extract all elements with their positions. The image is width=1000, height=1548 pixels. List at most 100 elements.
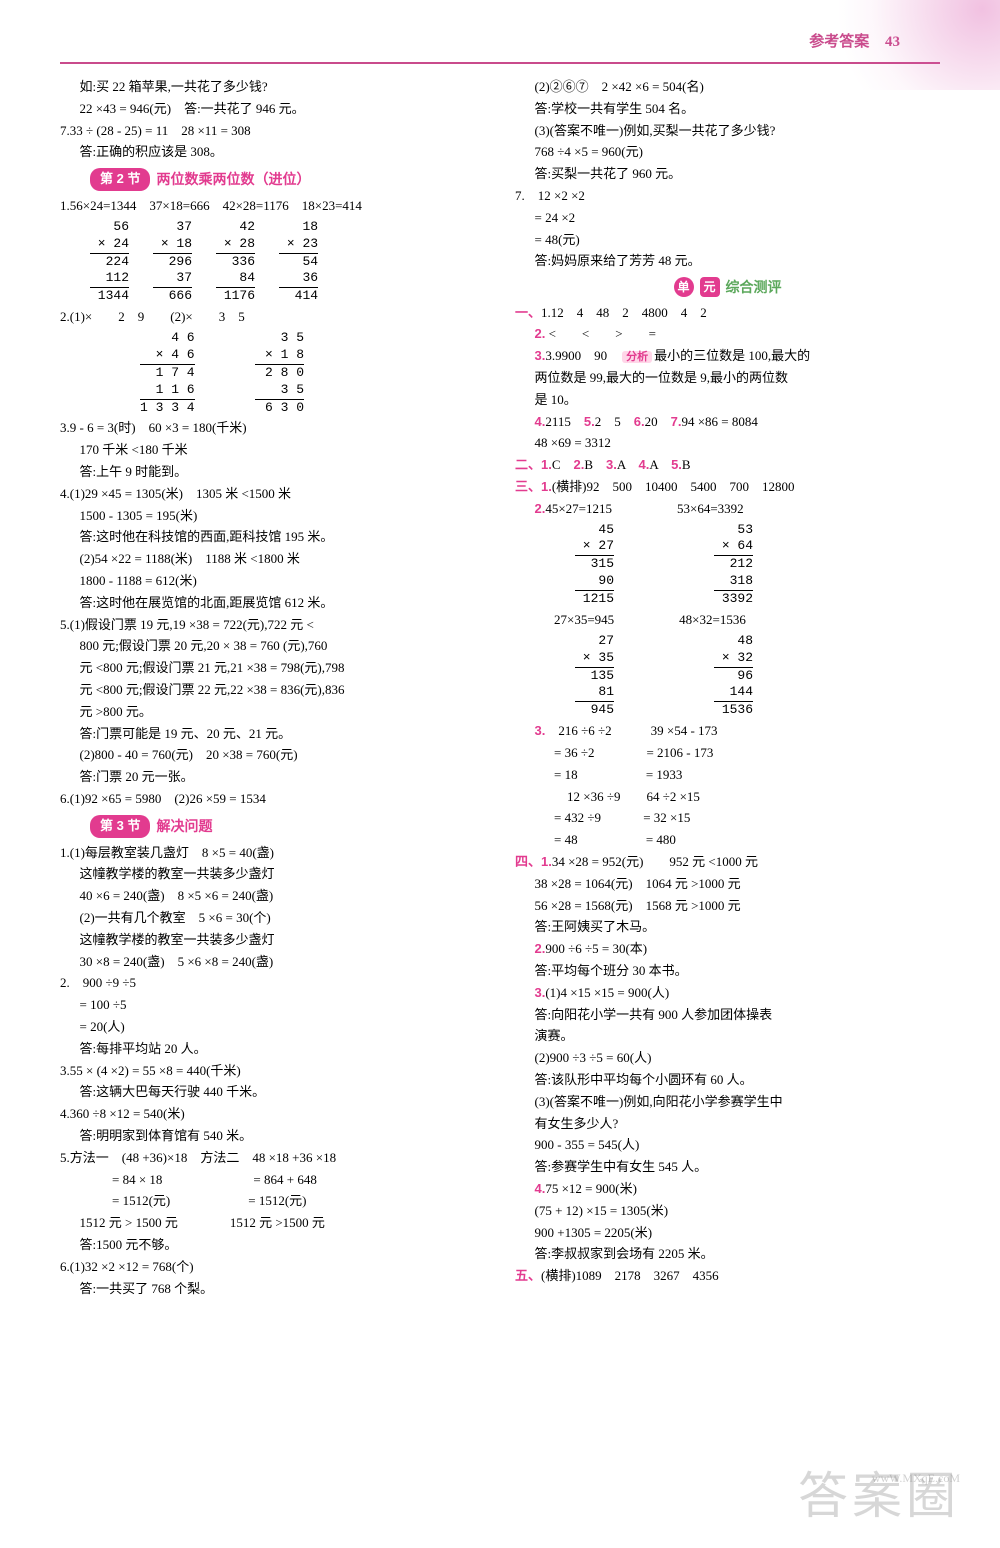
text: 答:一共买了 768 个梨。: [60, 1279, 485, 1300]
text: 答:这时他在展览馆的北面,距展览馆 612 米。: [60, 593, 485, 614]
text: 答:学校一共有学生 504 名。: [515, 99, 940, 120]
text: = 1512(元) = 1512(元): [60, 1191, 485, 1212]
text: 170 千米 <180 千米: [60, 440, 485, 461]
header-rule: [60, 62, 940, 64]
text: 48 ×69 = 3312: [515, 433, 940, 454]
vmult: 4 6 × 4 6 1 7 4 1 1 61 3 3 4: [140, 330, 195, 416]
text: (2)900 ÷3 ÷5 = 60(人): [515, 1048, 940, 1069]
unit-header: 单 元 综合测评: [515, 276, 940, 298]
text: 三、1.(横排)92 500 10400 5400 700 12800: [515, 477, 940, 498]
text: 答:李叔叔家到会场有 2205 米。: [515, 1244, 940, 1265]
text: = 20(人): [60, 1017, 485, 1038]
unit-badge-icon: 元: [700, 277, 720, 297]
header-decoration: [820, 0, 1000, 90]
text: 元 >800 元。: [60, 702, 485, 723]
vmult: 27 × 35 135 81 945: [575, 633, 614, 719]
text: 3.55 × (4 ×2) = 55 ×8 = 440(千米): [60, 1061, 485, 1082]
text: 答:每排平均站 20 人。: [60, 1039, 485, 1060]
text: 56 ×28 = 1568(元) 1568 元 >1000 元: [515, 896, 940, 917]
text: 768 ÷4 ×5 = 960(元): [515, 142, 940, 163]
vmult: 3 5 × 1 8 2 8 0 3 5 6 3 0: [255, 330, 304, 416]
text: 3.(1)4 ×15 ×15 = 900(人): [515, 983, 940, 1004]
text: 2.900 ÷6 ÷5 = 30(本): [515, 939, 940, 960]
text: 答:这时他在科技馆的西面,距科技馆 195 米。: [60, 527, 485, 548]
text: 答:平均每个班分 30 本书。: [515, 961, 940, 982]
text: (3)(答案不唯一)例如,买梨一共花了多少钱?: [515, 121, 940, 142]
analysis-badge: 分析: [622, 351, 652, 363]
vmult: 18 × 23 54 36 414: [279, 219, 318, 305]
text: 4.(1)29 ×45 = 1305(米) 1305 米 <1500 米: [60, 484, 485, 505]
text: 两位数是 99,最大的一位数是 9,最小的两位数: [515, 368, 940, 389]
text: = 100 ÷5: [60, 995, 485, 1016]
text: 一、一、1.12 4 48 2 4800 4 21.12 4 48 2 4800…: [515, 303, 940, 324]
text: 3.9 - 6 = 3(时) 60 ×3 = 180(千米): [60, 418, 485, 439]
left-column: 如:买 22 箱苹果,一共花了多少钱? 22 ×43 = 946(元) 答:一共…: [60, 76, 485, 1300]
text: 答:门票可能是 19 元、20 元、21 元。: [60, 724, 485, 745]
text: 3. 216 ÷6 ÷2 39 ×54 - 173: [515, 721, 940, 742]
vertical-mult-row: 4 6 × 4 6 1 7 4 1 1 61 3 3 4 3 5 × 1 8 2…: [140, 330, 485, 416]
vmult: 42 × 28 336 84 1176: [216, 219, 255, 305]
text: 答:参赛学生中有女生 545 人。: [515, 1157, 940, 1178]
text: = 24 ×2: [515, 208, 940, 229]
text: 22 ×43 = 946(元) 答:一共花了 946 元。: [60, 99, 485, 120]
section-title: 两位数乘两位数（进位）: [156, 168, 310, 190]
text: (2)54 ×22 = 1188(米) 1188 米 <1800 米: [60, 549, 485, 570]
text: 1.56×24=1344 37×18=666 42×28=1176 18×23=…: [60, 196, 485, 217]
text: 1512 元 > 1500 元 1512 元 >1500 元: [60, 1213, 485, 1234]
text: (3)(答案不唯一)例如,向阳花小学参赛学生中: [515, 1092, 940, 1113]
text: 2.45×27=1215 53×64=3392: [515, 499, 940, 520]
text: 如:买 22 箱苹果,一共花了多少钱?: [60, 77, 485, 98]
text: (2)一共有几个教室 5 ×6 = 30(个): [60, 908, 485, 929]
text: 6.(1)92 ×65 = 5980 (2)26 ×59 = 1534: [60, 789, 485, 810]
section-badge: 第 2 节: [90, 168, 150, 191]
text: 3.9900 90: [545, 348, 620, 363]
section-badge: 第 3 节: [90, 815, 150, 838]
text: = 36 ÷2 = 2106 - 173: [515, 743, 940, 764]
text: 7.33 ÷ (28 - 25) = 11 28 ×11 = 308: [60, 121, 485, 142]
text: 1800 - 1188 = 612(米): [60, 571, 485, 592]
text: 答:门票 20 元一张。: [60, 767, 485, 788]
text: 答:这辆大巴每天行驶 440 千米。: [60, 1082, 485, 1103]
text: 800 元;假设门票 20 元,20 × 38 = 760 (元),760: [60, 636, 485, 657]
text: 二、1.C 2.B 3.A 4.A 5.B: [515, 455, 940, 476]
text: 38 ×28 = 1064(元) 1064 元 >1000 元: [515, 874, 940, 895]
right-column: (2)②⑥⑦ 2 ×42 ×6 = 504(名) 答:学校一共有学生 504 名…: [515, 76, 940, 1300]
text: 答:该队形中平均每个小圆环有 60 人。: [515, 1070, 940, 1091]
text: (2)800 - 40 = 760(元) 20 ×38 = 760(元): [60, 745, 485, 766]
text: 2. 900 ÷9 ÷5: [60, 973, 485, 994]
text: 有女生多少人?: [515, 1114, 940, 1135]
text: 答:妈妈原来给了芳芳 48 元。: [515, 251, 940, 272]
vertical-mult-row: 45 × 27 315 90 1215 53 × 64 212 318 3392: [575, 522, 940, 608]
text: 元 <800 元;假设门票 21 元,21 ×38 = 798(元),798: [60, 658, 485, 679]
text: (75 + 12) ×15 = 1305(米): [515, 1201, 940, 1222]
unit-title: 综合测评: [726, 276, 782, 298]
text: = 48(元): [515, 230, 940, 251]
vmult: 53 × 64 212 318 3392: [714, 522, 753, 608]
text: = 18 = 1933: [515, 765, 940, 786]
text: 40 ×6 = 240(盏) 8 ×5 ×6 = 240(盏): [60, 886, 485, 907]
text: 答:1500 元不够。: [60, 1235, 485, 1256]
text: = 48 = 480: [515, 830, 940, 851]
text: 是 10。: [515, 390, 940, 411]
text: 答:正确的积应该是 308。: [60, 142, 485, 163]
watermark-text: 答案圈: [798, 1456, 960, 1536]
text: 答:向阳花小学一共有 900 人参加团体操表: [515, 1005, 940, 1026]
section-3-header: 第 3 节 解决问题: [90, 815, 212, 838]
section-2-header: 第 2 节 两位数乘两位数（进位）: [90, 168, 310, 191]
text: 4.360 ÷8 ×12 = 540(米): [60, 1104, 485, 1125]
vmult: 56 × 24 224 112 1344: [90, 219, 129, 305]
text: 答:上午 9 时能到。: [60, 462, 485, 483]
text: 这幢教学楼的教室一共装多少盏灯: [60, 930, 485, 951]
vertical-mult-row: 27 × 35 135 81 945 48 × 32 96 144 1536: [575, 633, 940, 719]
text: 30 ×8 = 240(盏) 5 ×6 ×8 = 240(盏): [60, 952, 485, 973]
text: 4.2115 5.2 5 6.20 7.94 ×86 = 8084: [515, 412, 940, 433]
text: 3.3.9900 90 分析最小的三位数是 100,最大的: [515, 346, 940, 367]
text: 2. < < > =: [515, 324, 940, 345]
text: 五、(横排)1089 2178 3267 4356: [515, 1266, 940, 1287]
vmult: 48 × 32 96 144 1536: [714, 633, 753, 719]
watermark-url: wwW.MXqE.coM: [872, 1469, 960, 1488]
text: 2.(1)× 2 9 (2)× 3 5: [60, 307, 485, 328]
text: 7. 12 ×2 ×2: [515, 186, 940, 207]
text: 5.(1)假设门票 19 元,19 ×38 = 722(元),722 元 <: [60, 615, 485, 636]
text: 27×35=945 48×32=1536: [515, 610, 940, 631]
